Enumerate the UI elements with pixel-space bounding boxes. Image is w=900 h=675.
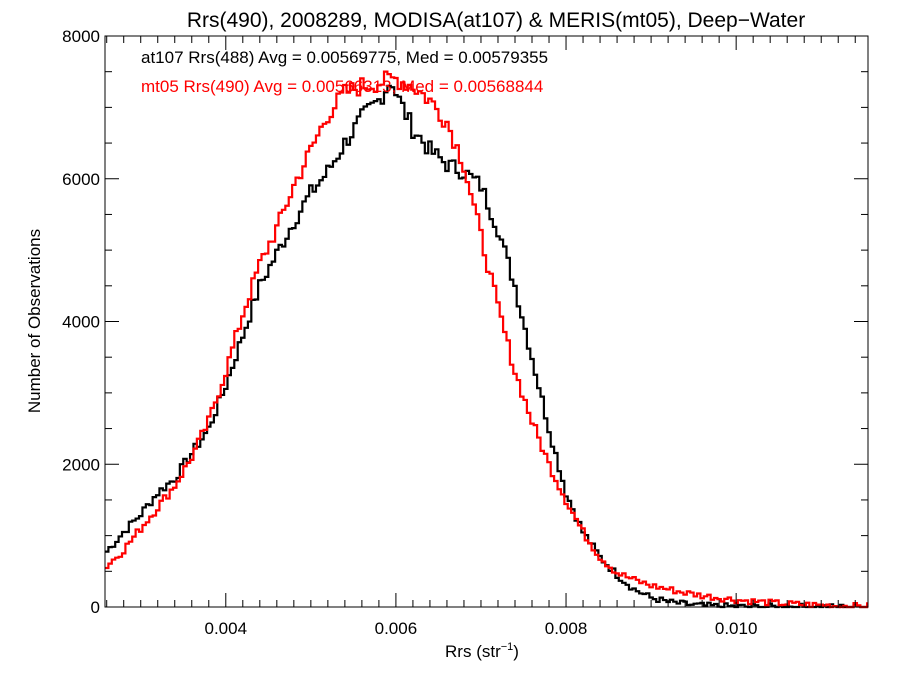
- series-line-at107: [105, 84, 868, 609]
- x-tick-label: 0.004: [205, 619, 248, 638]
- x-axis-label-main: Rrs (str: [445, 642, 501, 661]
- y-tick-label: 8000: [62, 27, 100, 46]
- axis-ticks: 0.004 0.006 0.008 0.010 0 2000 4000 6000 8000: [62, 27, 868, 638]
- x-axis-label-end: ): [513, 642, 519, 661]
- y-axis-label: Number of Observations: [25, 229, 44, 413]
- x-axis-label-superscript: −1: [501, 641, 514, 653]
- y-tick-label: 6000: [62, 170, 100, 189]
- y-tick-label: 4000: [62, 313, 100, 332]
- x-tick-label: 0.008: [545, 619, 588, 638]
- chart-title: Rrs(490), 2008289, MODISA(at107) & MERIS…: [187, 9, 805, 32]
- series-line-mt05: [105, 70, 869, 609]
- plot-frame: [104, 35, 869, 608]
- x-axis-label: Rrs (str−1): [445, 641, 519, 661]
- plot-area: [105, 70, 869, 609]
- y-tick-label: 2000: [62, 455, 100, 474]
- x-tick-label: 0.006: [375, 619, 418, 638]
- x-tick-label: 0.010: [715, 619, 758, 638]
- legend-entry-at107: at107 Rrs(488) Avg = 0.00569775, Med = 0…: [141, 48, 548, 67]
- legend-entry-mt05: mt05 Rrs(490) Avg = 0.00566313, Med = 0.…: [141, 77, 543, 96]
- y-tick-label: 0: [91, 598, 100, 617]
